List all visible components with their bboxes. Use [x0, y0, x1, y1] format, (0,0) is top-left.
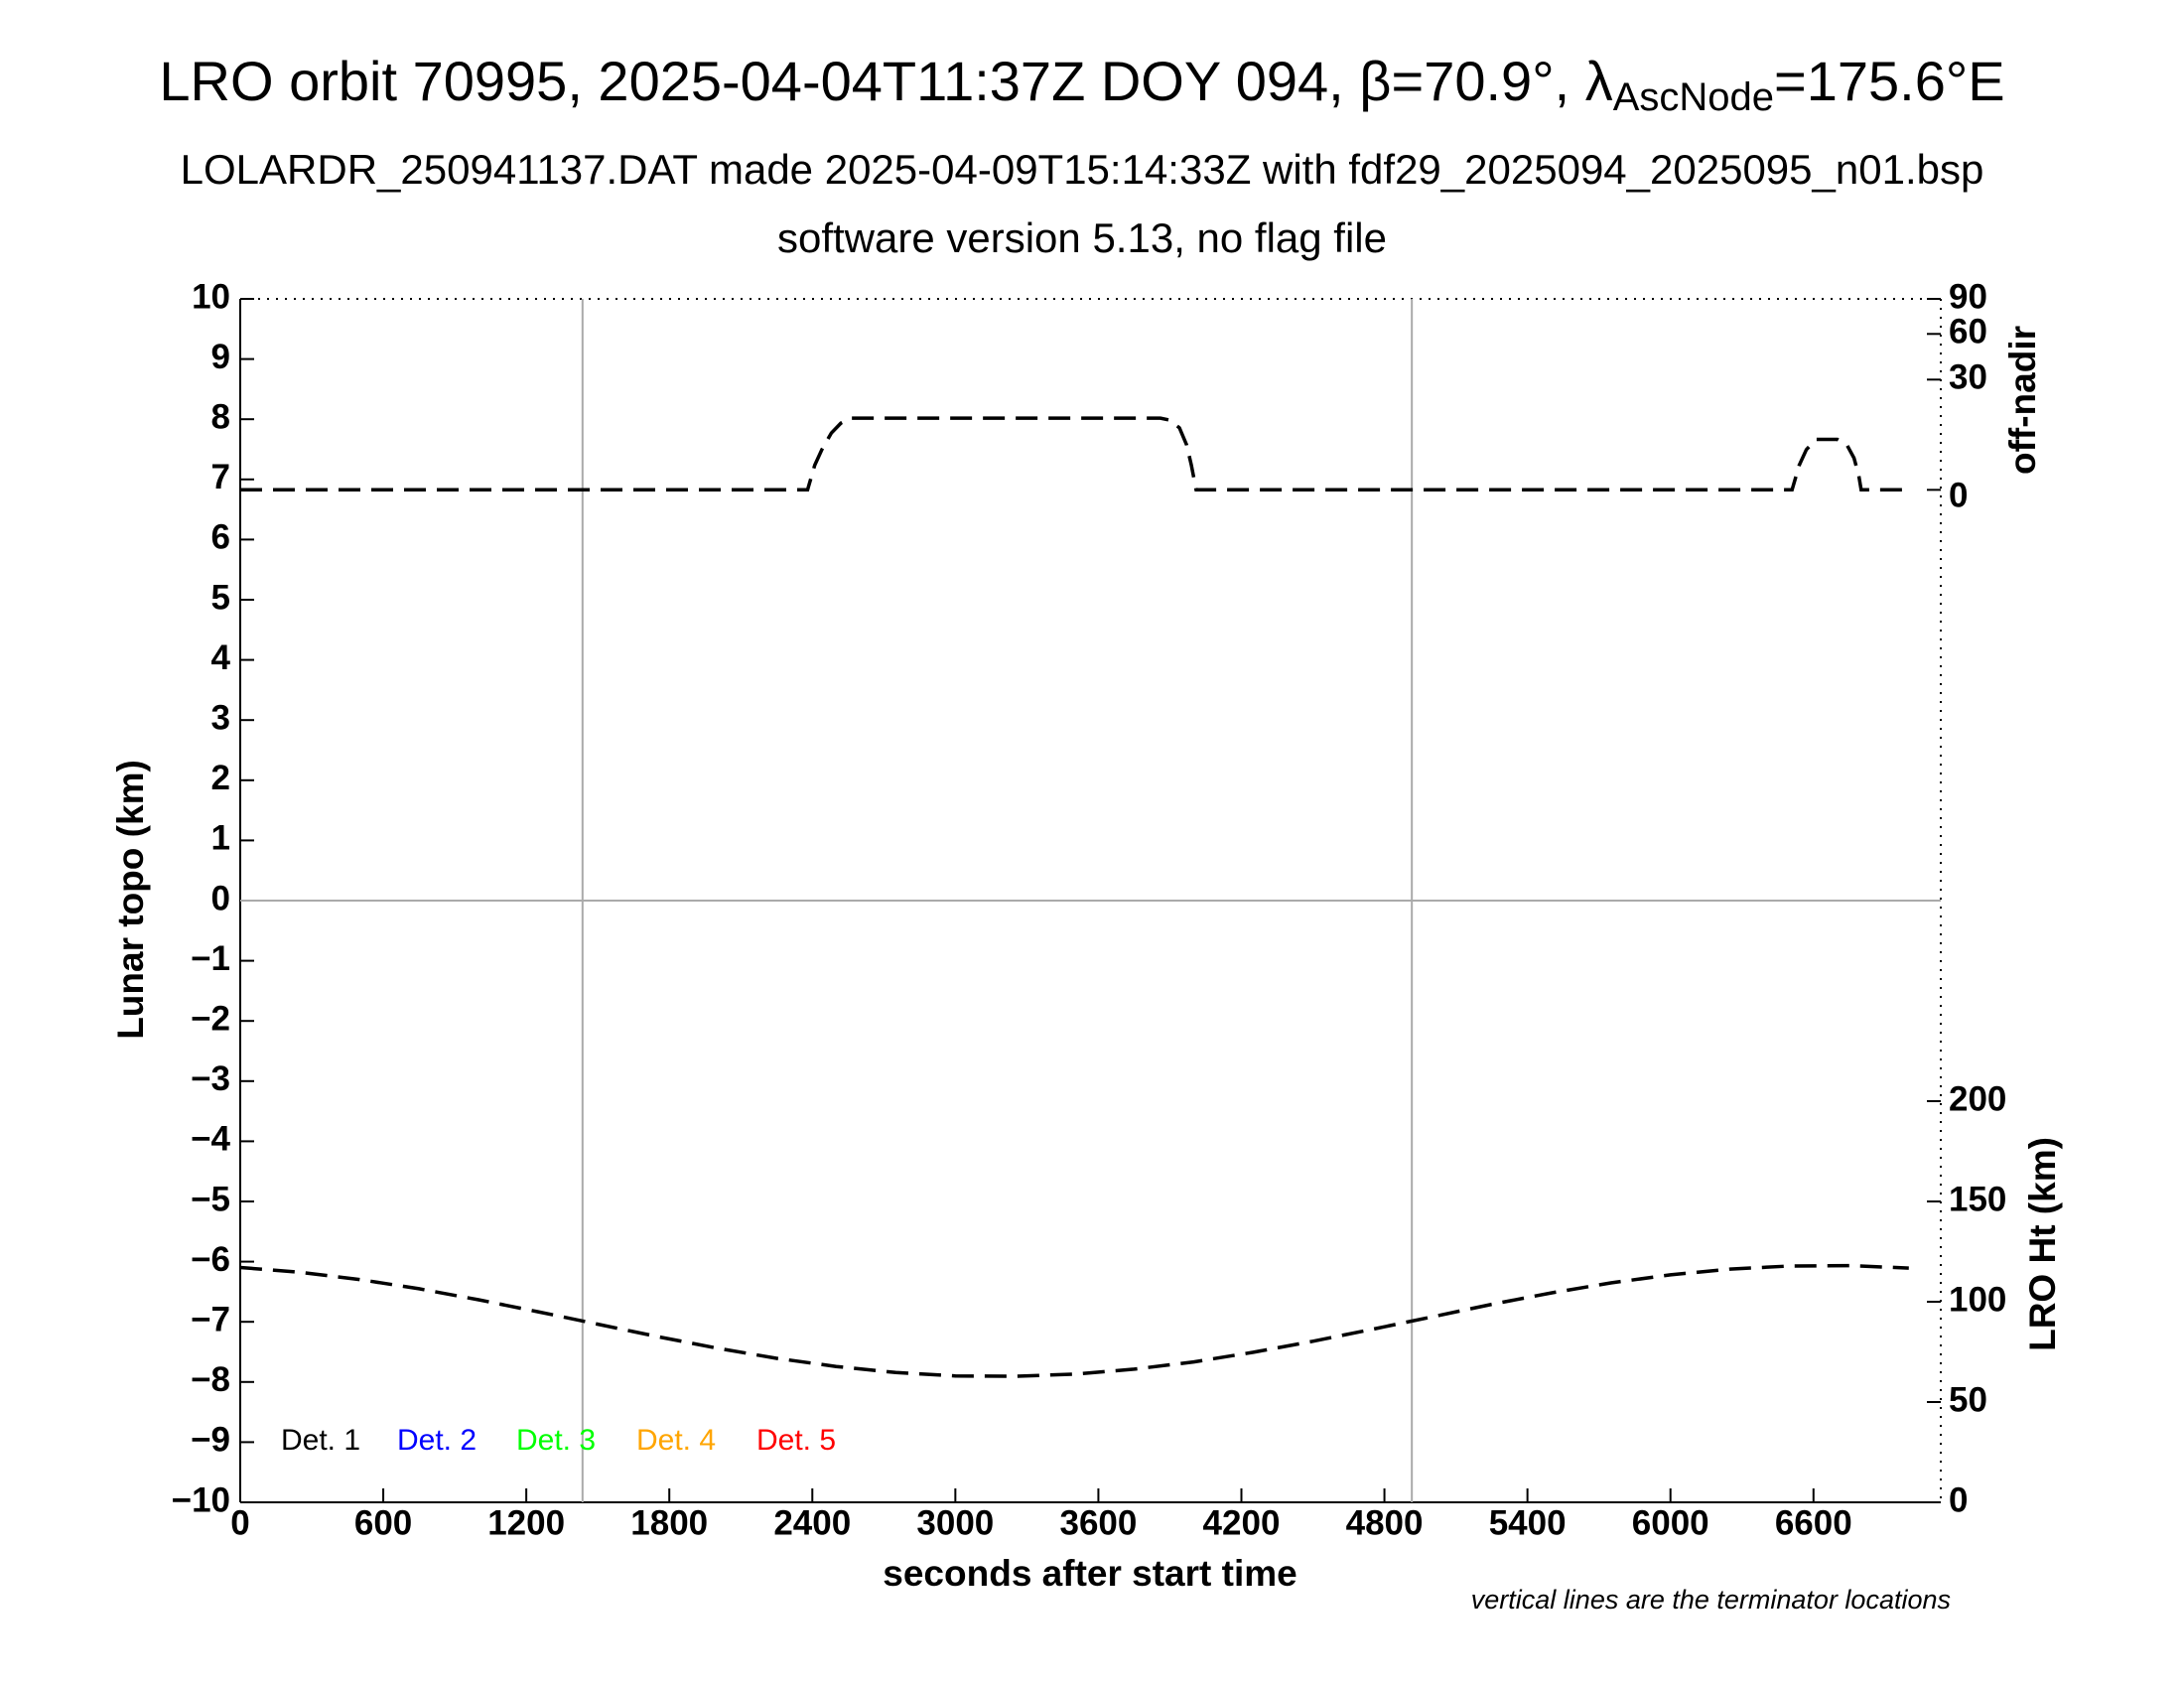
legend-entry: Det. 1 [281, 1424, 360, 1457]
y2-tick-label: 0 [1949, 1480, 1968, 1519]
series-line [240, 416, 1909, 492]
title-text: LRO orbit 70995, 2025-04-04T11:37Z DOY 0… [159, 50, 1612, 112]
y-tick-label: −9 [191, 1421, 230, 1460]
title-subscript: AscNode [1613, 75, 1774, 119]
chart-title: LRO orbit 70995, 2025-04-04T11:37Z DOY 0… [159, 50, 2004, 119]
y-tick-label: 5 [211, 578, 230, 617]
x-tick-label: 2400 [773, 1503, 851, 1542]
y3-axis-label: off-nadir [2002, 326, 2043, 475]
x-tick-label: 1200 [487, 1503, 565, 1542]
y-tick-label: 10 [192, 277, 230, 316]
y-tick-label: 8 [211, 397, 230, 436]
series-line [239, 1263, 1909, 1378]
x-tick-label: 4200 [1203, 1503, 1281, 1542]
y-tick-label: −3 [191, 1059, 230, 1098]
x-axis-label: seconds after start time [883, 1553, 1297, 1594]
y3-tick-label: 30 [1949, 358, 1987, 397]
y-tick-label: −4 [191, 1120, 230, 1159]
x-tick-label: 6600 [1775, 1503, 1852, 1542]
x-tick-label: 5400 [1489, 1503, 1567, 1542]
subtitle: software version 5.13, no flag file [777, 214, 1387, 261]
y-tick-label: −5 [191, 1180, 230, 1218]
y-tick-label: −1 [191, 939, 230, 978]
y-tick-label: −2 [191, 999, 230, 1038]
legend-entry: Det. 5 [756, 1424, 836, 1457]
y3-tick-label: 60 [1949, 313, 1987, 352]
y-tick-label: 6 [211, 518, 230, 557]
y2-tick-label: 200 [1949, 1079, 2006, 1118]
x-tick-label: 1800 [630, 1503, 708, 1542]
y3-tick-label: 90 [1949, 277, 1987, 316]
x-tick-label: 6000 [1632, 1503, 1709, 1542]
y-tick-label: −8 [191, 1360, 230, 1399]
y-tick-label: 3 [211, 698, 230, 737]
y3-tick-label: 0 [1949, 477, 1968, 515]
y-tick-label: 7 [211, 458, 230, 496]
y-tick-label: 9 [211, 338, 230, 376]
y-tick-label: −7 [191, 1300, 230, 1338]
subtitle: LOLARDR_250941137.DAT made 2025-04-09T15… [181, 146, 1984, 193]
y-tick-label: 2 [211, 759, 230, 797]
y2-tick-label: 50 [1949, 1380, 1987, 1419]
y2-tick-label: 150 [1949, 1180, 2006, 1218]
legend-entry: Det. 2 [397, 1424, 477, 1457]
y-tick-label: −6 [191, 1240, 230, 1279]
x-tick-label: 3600 [1059, 1503, 1137, 1542]
y-tick-label: −10 [172, 1480, 230, 1519]
x-tick-label: 0 [230, 1503, 249, 1542]
y-tick-label: 1 [211, 819, 230, 858]
legend-entry: Det. 4 [636, 1424, 716, 1457]
y2-axis-label: LRO Ht (km) [2022, 1137, 2063, 1351]
y-axis-label: Lunar topo (km) [110, 760, 151, 1040]
x-tick-label: 4800 [1346, 1503, 1424, 1542]
legend-entry: Det. 3 [516, 1424, 596, 1457]
y-tick-label: 0 [211, 879, 230, 917]
y2-tick-label: 100 [1949, 1280, 2006, 1319]
x-tick-label: 600 [354, 1503, 412, 1542]
title-suffix: =175.6°E [1774, 50, 2005, 112]
x-tick-label: 3000 [916, 1503, 994, 1542]
y-tick-label: 4 [211, 638, 231, 677]
note: vertical lines are the terminator locati… [1471, 1585, 1951, 1615]
